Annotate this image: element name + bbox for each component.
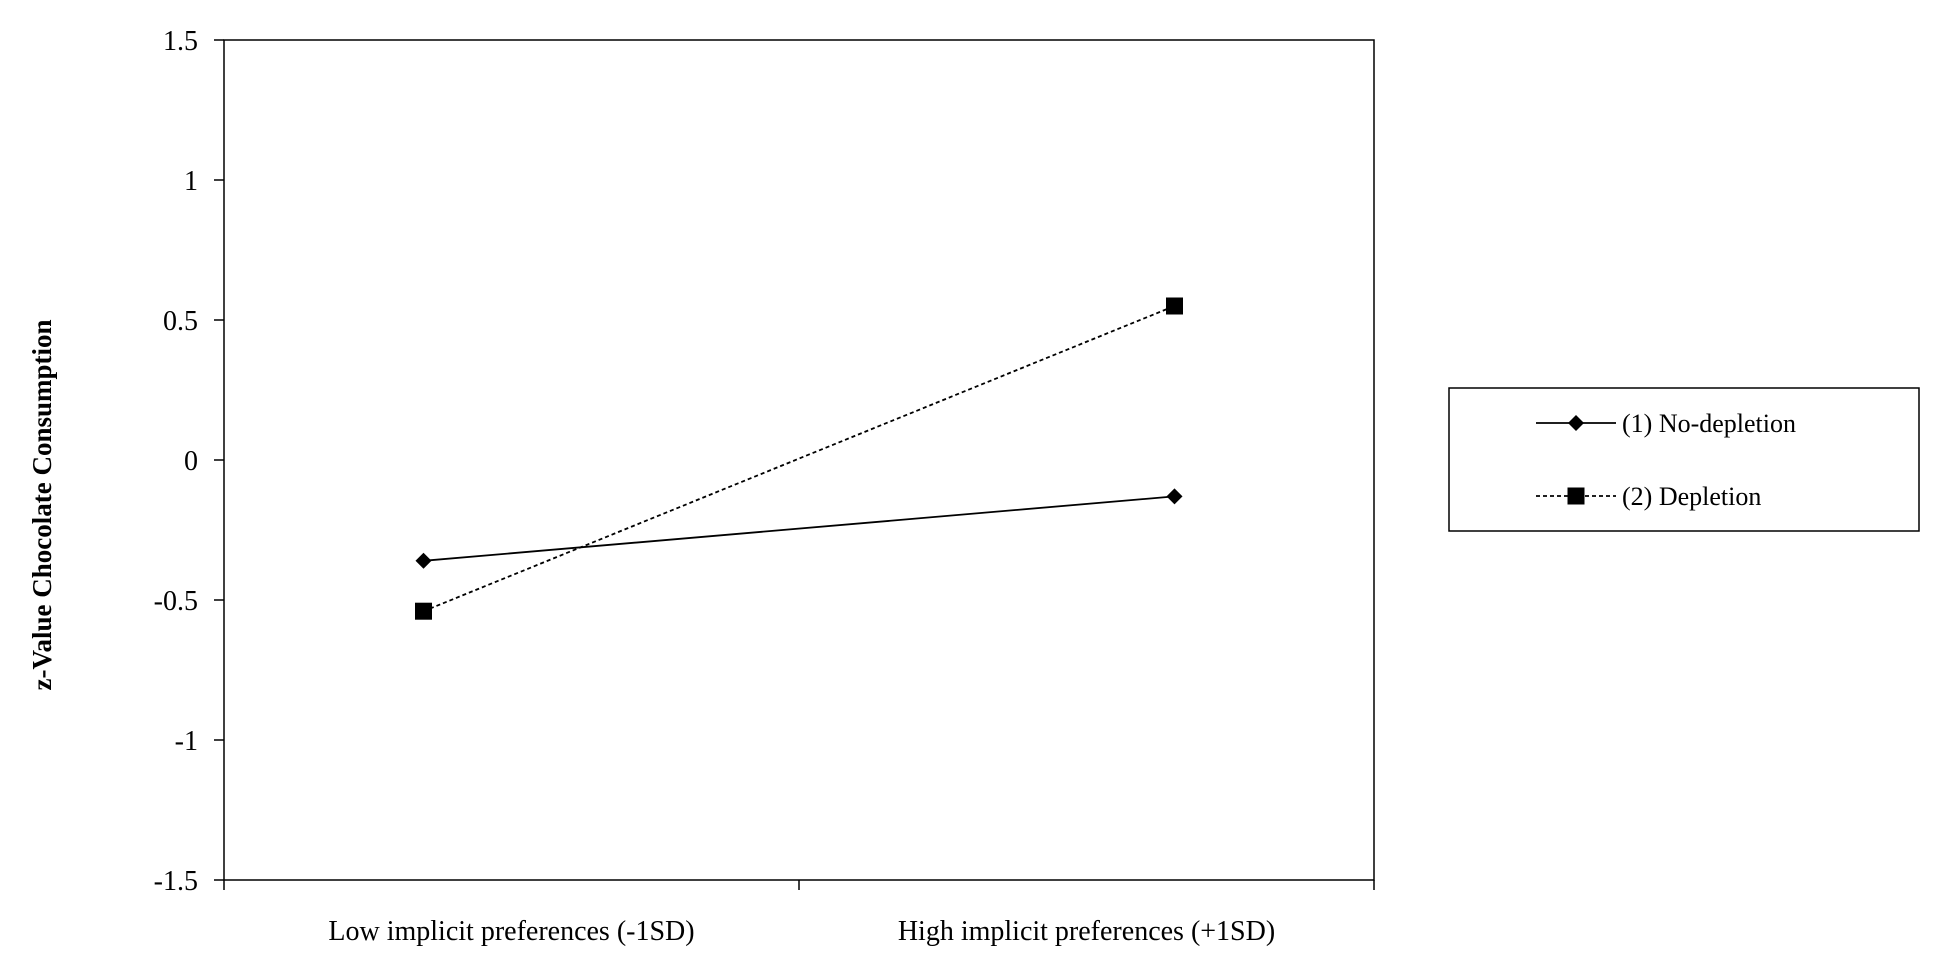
x-tick-label: High implicit preferences (+1SD) <box>898 916 1275 947</box>
series-line <box>423 495 1175 562</box>
y-tick-label: 0 <box>184 446 198 477</box>
legend-marker-diamond <box>1568 415 1584 431</box>
y-tick-label: -1 <box>175 726 198 757</box>
series-1 <box>415 488 1183 569</box>
legend: (1) No-depletion (2) Depletion <box>1448 387 1920 532</box>
data-point-square <box>1166 297 1183 315</box>
series-2 <box>415 297 1183 620</box>
data-point-diamond <box>415 552 432 569</box>
x-axis: Low implicit preferences (-1SD) High impl… <box>223 880 1375 947</box>
y-tick-label: 1.5 <box>163 26 198 57</box>
y-tick-label: 1 <box>184 166 198 197</box>
y-axis-title: z-Value Chocolate Consumption <box>27 319 57 690</box>
plot-area <box>223 39 1375 881</box>
legend-box <box>1448 387 1920 532</box>
series-line <box>423 305 1175 613</box>
legend-items: (1) No-depletion (2) Depletion <box>1536 409 1796 511</box>
series-layer <box>415 297 1183 620</box>
y-tick-label: 0.5 <box>163 306 198 337</box>
legend-label: (2) Depletion <box>1622 482 1761 511</box>
data-point-square <box>415 602 432 620</box>
y-tick-label: -0.5 <box>154 586 198 617</box>
legend-item: (2) Depletion <box>1536 482 1761 511</box>
legend-item: (1) No-depletion <box>1536 409 1796 438</box>
y-tick-label: -1.5 <box>154 866 198 897</box>
x-tick-label: Low implicit preferences (-1SD) <box>328 916 694 947</box>
data-point-diamond <box>1166 488 1183 505</box>
legend-label: (1) No-depletion <box>1622 409 1796 438</box>
y-axis: -1.5 -1 -0.5 0 0.5 1 1.5 <box>154 26 224 897</box>
legend-marker-square <box>1567 487 1585 505</box>
